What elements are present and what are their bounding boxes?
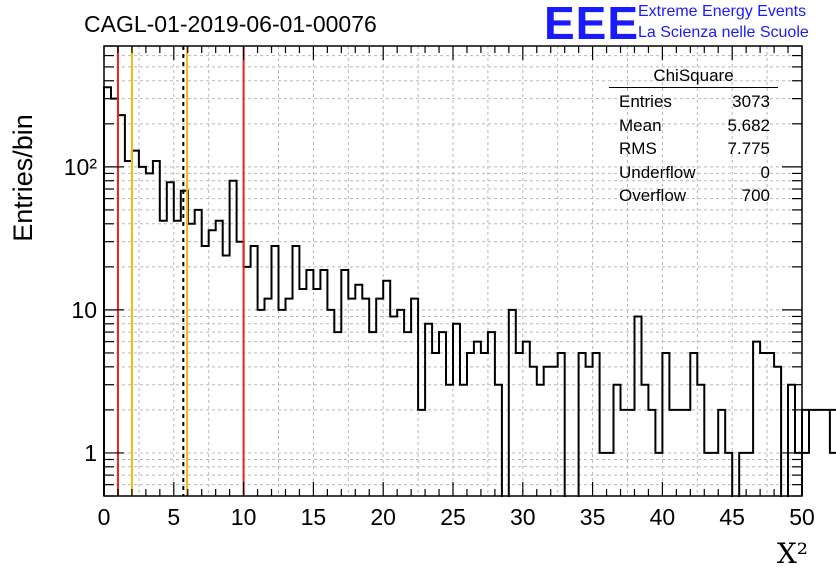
y-tick-labels: 1 10 10² bbox=[64, 154, 98, 466]
x-tick-label: 5 bbox=[167, 504, 180, 530]
x-tick-label: 15 bbox=[301, 504, 327, 530]
bottom-mask bbox=[103, 497, 803, 511]
logo-subtitle-1: Extreme Energy Events bbox=[638, 3, 807, 20]
x-tick-labels: 0 5 10 15 20 25 30 35 40 45 50 bbox=[98, 504, 815, 530]
x-tick-label: 30 bbox=[510, 504, 536, 530]
stats-row-underflow: Underflow 0 bbox=[609, 161, 778, 185]
x-tick-label: 45 bbox=[719, 504, 745, 530]
x-tick-label: 20 bbox=[370, 504, 396, 530]
reference-lines bbox=[116, 46, 245, 496]
x-axis-label: X² bbox=[777, 537, 808, 570]
stats-value: 7.775 bbox=[727, 139, 770, 158]
x-tick-label: 25 bbox=[440, 504, 466, 530]
stats-value: 0 bbox=[760, 162, 770, 182]
grid-lines bbox=[104, 46, 802, 496]
histogram-bars bbox=[103, 86, 836, 511]
stats-box: ChiSquare Entries 3073 Mean 5.682 RMS 7.… bbox=[609, 66, 778, 208]
stats-value: 3073 bbox=[732, 92, 770, 111]
y-tick-label: 1 bbox=[84, 440, 97, 466]
stats-label: Underflow bbox=[619, 162, 696, 182]
stats-row-rms: RMS 7.775 bbox=[609, 137, 778, 161]
x-tick-label: 0 bbox=[98, 504, 111, 530]
stats-label: RMS bbox=[619, 139, 657, 158]
x-tick-label: 40 bbox=[650, 504, 676, 530]
eee-logo: EEE bbox=[544, 0, 640, 49]
stats-box-title: ChiSquare bbox=[609, 66, 778, 88]
x-tick-label: 35 bbox=[580, 504, 606, 530]
histogram-outline bbox=[103, 86, 836, 507]
logo-subtitle-2: La Scienza nelle Scuole bbox=[638, 24, 809, 41]
y-tick-label: 10² bbox=[64, 154, 98, 180]
x-tick-label: 50 bbox=[789, 504, 815, 530]
stats-value: 5.682 bbox=[727, 115, 770, 135]
run-title: CAGL-01-2019-06-01-00076 bbox=[84, 11, 377, 37]
axis-ticks bbox=[103, 45, 803, 497]
x-tick-label: 10 bbox=[231, 504, 257, 530]
stats-value: 700 bbox=[741, 186, 770, 205]
stats-row-mean: Mean 5.682 bbox=[609, 114, 778, 138]
stats-label: Mean bbox=[619, 115, 662, 135]
y-tick-label: 10 bbox=[71, 297, 97, 323]
stats-label: Entries bbox=[619, 92, 672, 111]
y-axis-label: Entries/bin bbox=[8, 114, 38, 242]
stats-label: Overflow bbox=[619, 186, 687, 205]
stats-row-entries: Entries 3073 bbox=[609, 90, 778, 114]
stats-row-overflow: Overflow 700 bbox=[609, 184, 778, 208]
